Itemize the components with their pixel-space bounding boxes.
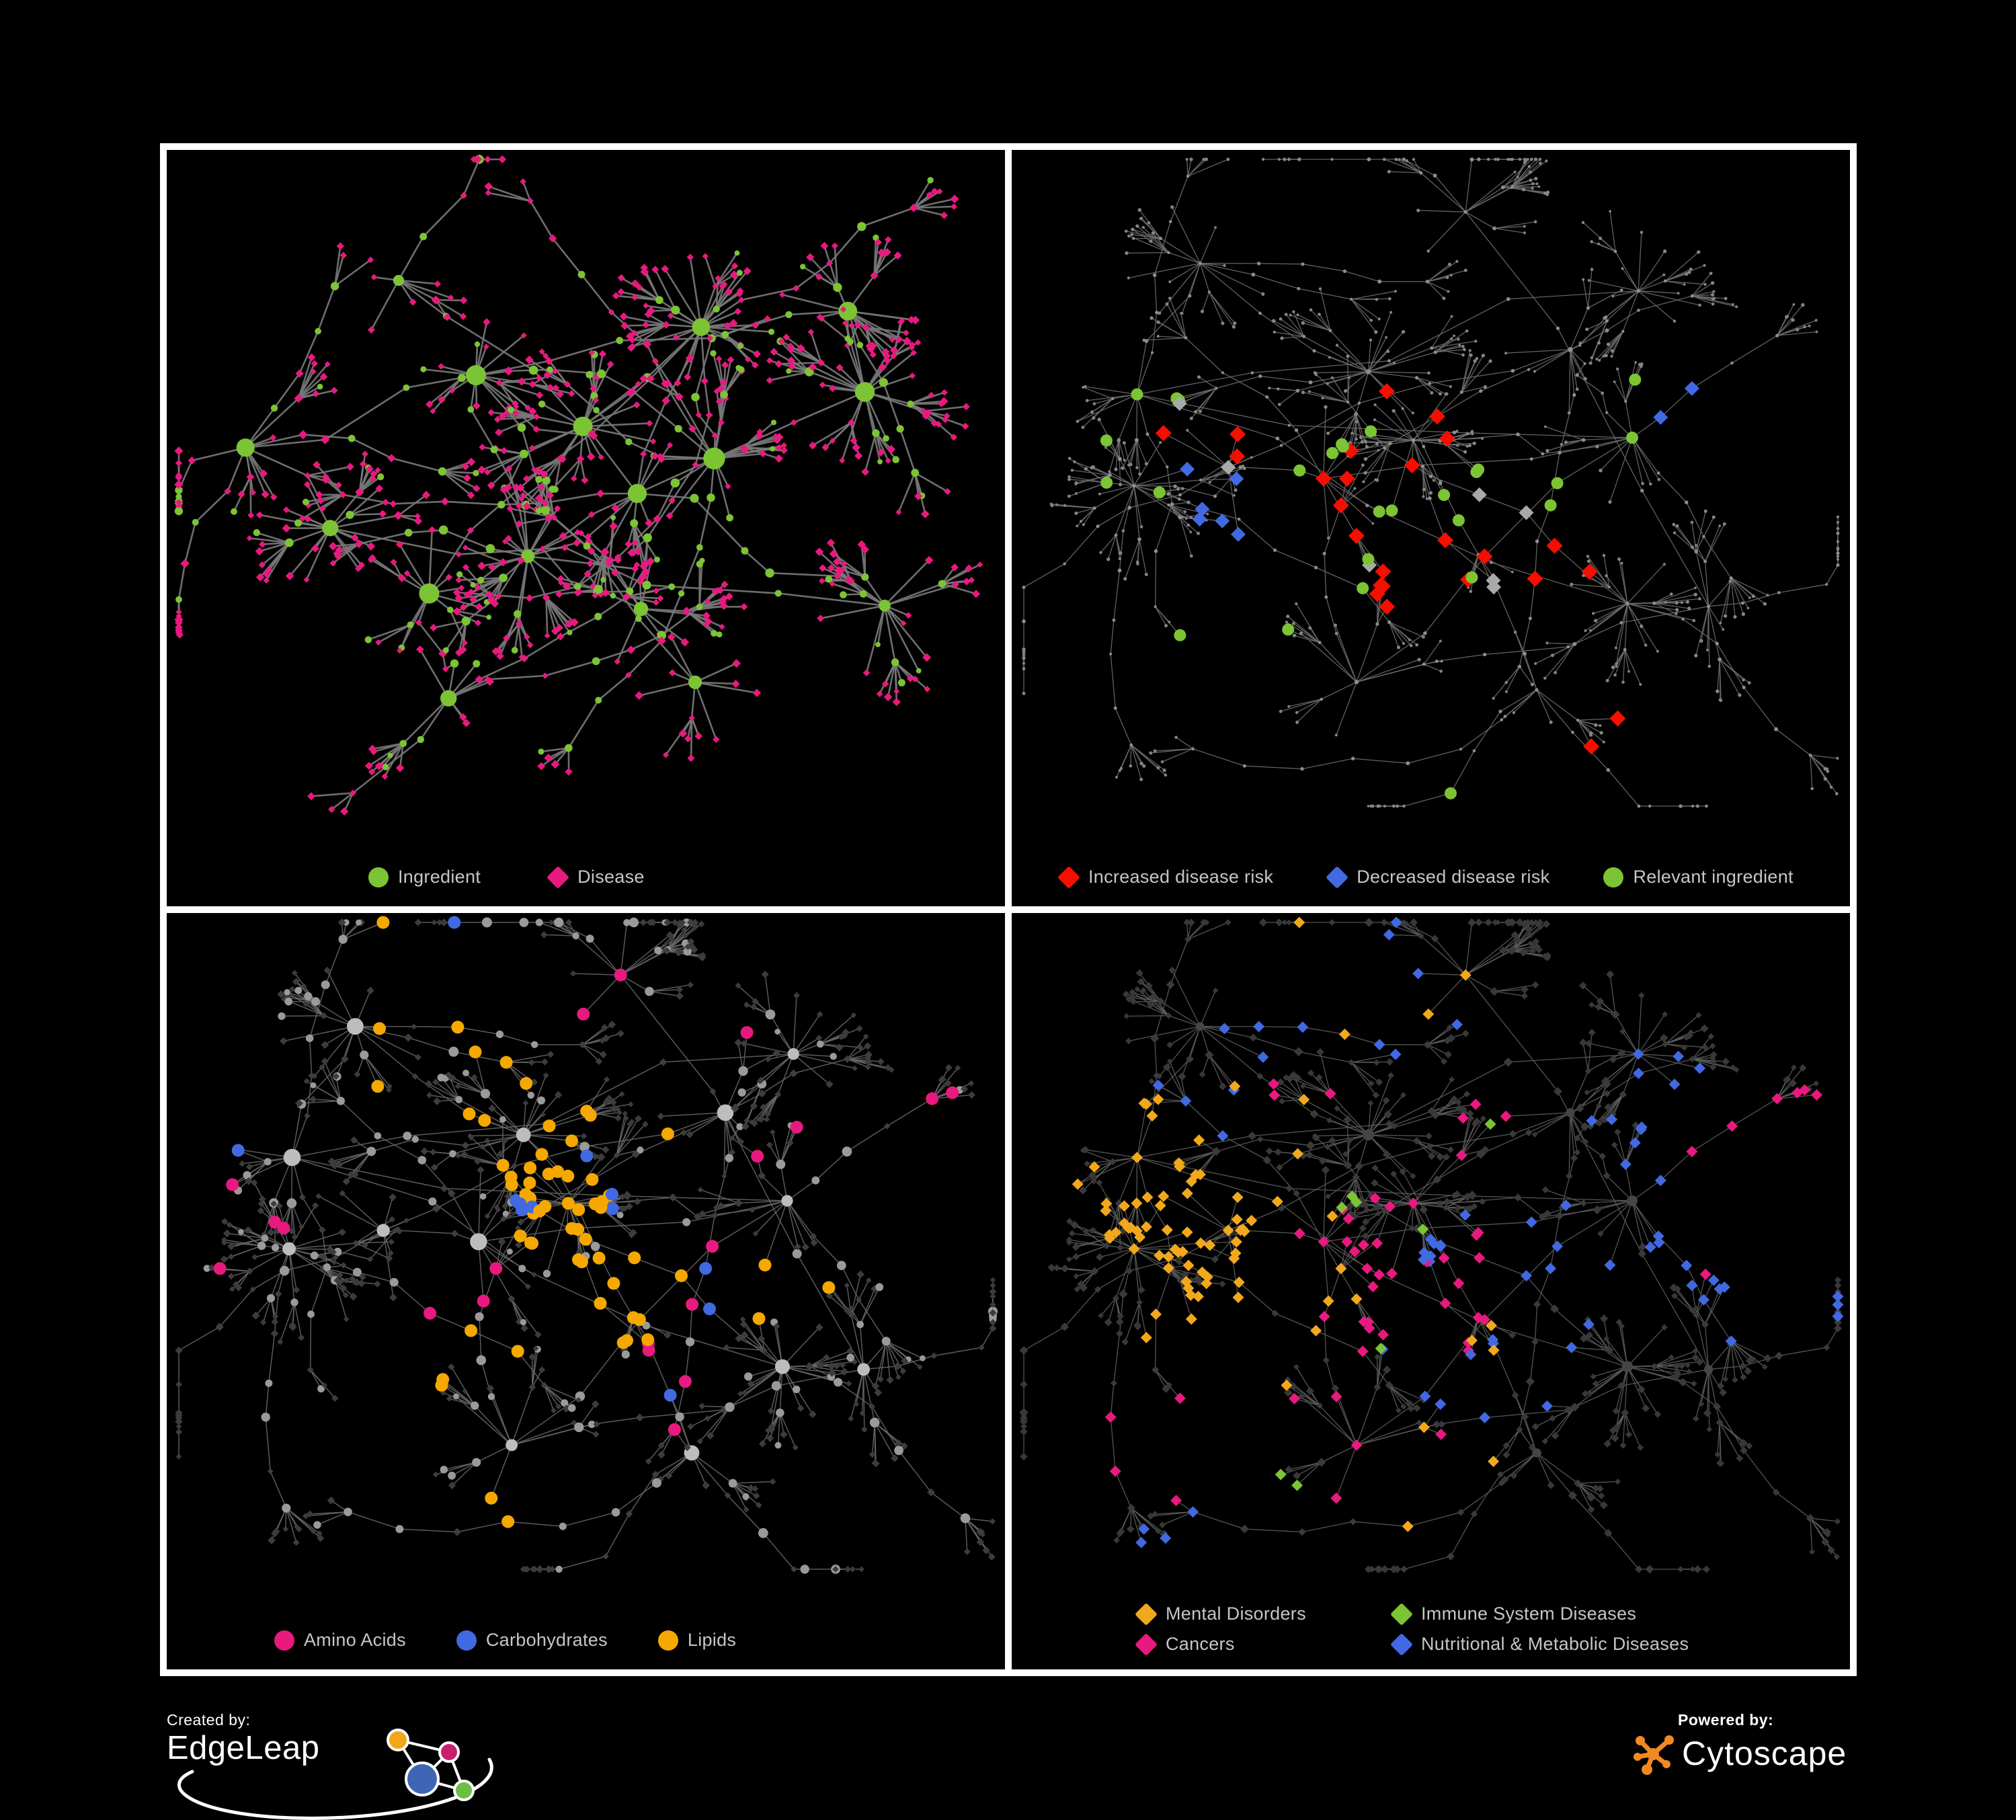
legend-label: Relevant ingredient: [1633, 867, 1793, 887]
nutrient-classes-network-graph: [175, 916, 998, 1574]
legend-label: Carbohydrates: [485, 1630, 608, 1650]
legend-label: Ingredient: [398, 867, 481, 887]
disease-categories-network-graph: [1019, 916, 1844, 1574]
legend-item-immune-system-diseases: Immune System Diseases: [1390, 1602, 1637, 1626]
cytoscape-logo-icon: [1634, 1735, 1674, 1775]
legend-row: Increased disease risk Decreased disease …: [1057, 865, 1793, 889]
legend-disease-categories: Mental Disorders Immune System Diseases Ca…: [1135, 1602, 1689, 1656]
circle-swatch-icon: [456, 1630, 477, 1651]
legend-label: Lipids: [687, 1630, 737, 1650]
circle-swatch-icon: [657, 1630, 678, 1651]
panel-disease-risk: Increased disease risk Decreased disease …: [1012, 150, 1850, 906]
legend-row: Cancers Nutritional & Metabolic Diseases: [1135, 1632, 1689, 1656]
legend-label: Nutritional & Metabolic Diseases: [1421, 1634, 1689, 1654]
edgeleap-brand-row: EdgeLeap: [167, 1729, 530, 1801]
legend-item-cancers: Cancers: [1135, 1632, 1378, 1656]
cytoscape-brand: Cytoscape: [1682, 1735, 1847, 1772]
created-by-label: Created by:: [167, 1711, 251, 1729]
legend-label: Immune System Diseases: [1421, 1604, 1637, 1624]
legend-nutrient-classes: Amino Acids Carbohydrates Lipids: [274, 1630, 736, 1651]
legend-label: Amino Acids: [304, 1630, 406, 1650]
legend-item-decreased-disease-risk: Decreased disease risk: [1326, 865, 1550, 889]
legend-disease-risk: Increased disease risk Decreased disease …: [1057, 865, 1793, 889]
legend-row: Amino Acids Carbohydrates Lipids: [274, 1630, 736, 1651]
panel-grid: Ingredient Disease Increased disease risk…: [160, 143, 1857, 1676]
legend-row: Mental Disorders Immune System Diseases: [1135, 1602, 1637, 1626]
legend-label: Cancers: [1166, 1634, 1235, 1654]
legend-item-carbohydrates: Carbohydrates: [456, 1630, 608, 1651]
panel-nutrient-classes: Amino Acids Carbohydrates Lipids: [167, 913, 1005, 1669]
disease-risk-network-graph: [1022, 157, 1840, 808]
edgeleap-swoosh-icon: [177, 1757, 493, 1820]
edgeleap-brand: EdgeLeap: [167, 1730, 320, 1766]
edgeleap-logo-icon: [387, 1729, 475, 1801]
diamond-swatch-icon: [1390, 1602, 1413, 1626]
legend-item-nutritional-metabolic-diseases: Nutritional & Metabolic Diseases: [1390, 1632, 1689, 1656]
legend-item-lipids: Lipids: [657, 1630, 737, 1651]
legend-item-ingredient: Ingredient: [368, 867, 481, 887]
edgeleap-credit: Created by: EdgeLeap: [167, 1711, 530, 1820]
circle-swatch-icon: [368, 867, 389, 887]
legend-item-relevant-ingredient: Relevant ingredient: [1603, 867, 1793, 887]
diamond-swatch-icon: [547, 865, 570, 889]
legend-label: Decreased disease risk: [1357, 867, 1550, 887]
circle-swatch-icon: [1603, 867, 1624, 887]
ingredient-disease-network-graph: [174, 155, 983, 816]
legend-label: Mental Disorders: [1166, 1604, 1306, 1624]
legend-label: Increased disease risk: [1088, 867, 1274, 887]
diamond-swatch-icon: [1326, 865, 1349, 889]
legend-ingredient-disease: Ingredient Disease: [368, 865, 645, 889]
cytoscape-brand-row: Cytoscape: [1632, 1732, 1864, 1775]
legend-row: Ingredient Disease: [368, 865, 645, 889]
panel-disease-categories: Mental Disorders Immune System Diseases Ca…: [1012, 913, 1850, 1669]
legend-item-disease: Disease: [547, 865, 645, 889]
cytoscape-credit: Powered by: Cytosc: [1632, 1711, 1864, 1775]
powered-by-label: Powered by:: [1678, 1711, 1774, 1729]
diamond-swatch-icon: [1057, 865, 1080, 889]
legend-label: Disease: [577, 867, 645, 887]
circle-swatch-icon: [274, 1630, 294, 1651]
legend-item-amino-acids: Amino Acids: [274, 1630, 406, 1651]
legend-item-mental-disorders: Mental Disorders: [1135, 1602, 1378, 1626]
diamond-swatch-icon: [1390, 1632, 1413, 1656]
legend-item-increased-disease-risk: Increased disease risk: [1057, 865, 1274, 889]
diamond-swatch-icon: [1135, 1602, 1158, 1626]
diamond-swatch-icon: [1135, 1632, 1158, 1656]
panel-ingredient-disease: Ingredient Disease: [167, 150, 1005, 906]
